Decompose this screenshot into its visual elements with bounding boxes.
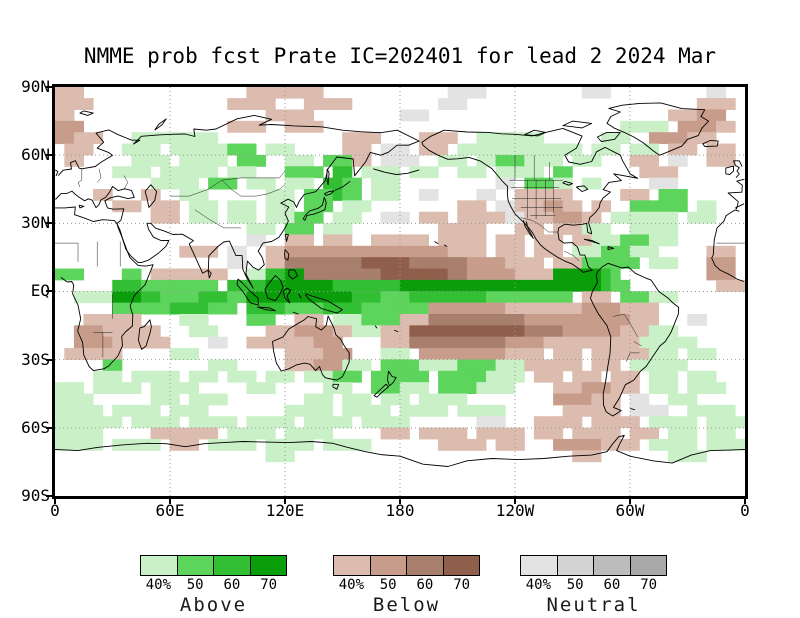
lat-label-30n: 30N bbox=[21, 213, 50, 232]
legend-above-ticks: 40% 50 60 70 bbox=[140, 578, 287, 592]
lat-label-30s: 30S bbox=[21, 350, 50, 369]
lon-label-120w: 120W bbox=[495, 501, 535, 520]
legend-neutral-seg-60 bbox=[593, 556, 630, 575]
legend-neutral-name: Neutral bbox=[546, 594, 641, 616]
legend-below-seg-40 bbox=[334, 556, 370, 575]
lat-tick bbox=[46, 495, 52, 497]
legend-tick-label: 70 bbox=[453, 577, 471, 593]
legend-tick-label: 60 bbox=[416, 577, 434, 593]
legend-above-name: Above bbox=[179, 594, 248, 616]
lon-label-0e: 0 bbox=[740, 501, 750, 520]
lat-tick bbox=[46, 222, 52, 224]
legend-neutral-bar bbox=[520, 555, 667, 576]
lat-tick bbox=[46, 290, 52, 292]
lat-tick bbox=[46, 427, 52, 429]
world-map-frame bbox=[52, 84, 748, 499]
legend-neutral-seg-40 bbox=[521, 556, 557, 575]
lon-label-180: 180 bbox=[385, 501, 415, 520]
lon-tick bbox=[514, 499, 516, 504]
legend-tick-label: 60 bbox=[603, 577, 621, 593]
lon-tick bbox=[744, 499, 746, 504]
legend-above-seg-50 bbox=[176, 556, 213, 575]
lon-tick bbox=[399, 499, 401, 504]
legend-tick-label: 40% bbox=[525, 577, 552, 593]
legend-below-name: Below bbox=[372, 594, 441, 616]
legend-above-seg-40 bbox=[141, 556, 177, 575]
legend-above-bar bbox=[140, 555, 287, 576]
lon-label-60w: 60W bbox=[615, 501, 645, 520]
legend-tick-label: 50 bbox=[379, 577, 397, 593]
lon-tick bbox=[284, 499, 286, 504]
world-map bbox=[55, 87, 745, 496]
lat-tick bbox=[46, 86, 52, 88]
legend-tick-label: 70 bbox=[640, 577, 658, 593]
legend-below-seg-70 bbox=[442, 556, 479, 575]
page-title: NMME prob fcst Prate IC=202401 for lead … bbox=[83, 44, 717, 68]
lon-label-0w: 0 bbox=[50, 501, 60, 520]
lat-tick bbox=[46, 359, 52, 361]
lon-label-120e: 120E bbox=[265, 501, 305, 520]
legend-below-seg-60 bbox=[406, 556, 443, 575]
legend-tick-label: 60 bbox=[223, 577, 241, 593]
legend-above-seg-60 bbox=[213, 556, 250, 575]
lat-tick bbox=[46, 154, 52, 156]
legend-below: 40% 50 60 70 Below bbox=[333, 555, 480, 616]
legend-neutral-seg-70 bbox=[629, 556, 666, 575]
legend-tick-label: 40% bbox=[338, 577, 365, 593]
legend-tick-label: 40% bbox=[145, 577, 172, 593]
lat-label-90n: 90N bbox=[21, 77, 50, 96]
lat-label-90s: 90S bbox=[21, 486, 50, 505]
lat-label-eq: EQ bbox=[30, 281, 50, 300]
lon-tick bbox=[629, 499, 631, 504]
legend-neutral-ticks: 40% 50 60 70 bbox=[520, 578, 667, 592]
lon-tick bbox=[54, 499, 56, 504]
lat-label-60n: 60N bbox=[21, 145, 50, 164]
legend-neutral-seg-50 bbox=[556, 556, 593, 575]
lon-label-60e: 60E bbox=[155, 501, 185, 520]
legend-tick-label: 50 bbox=[186, 577, 204, 593]
legend-tick-label: 70 bbox=[260, 577, 278, 593]
legend-neutral: 40% 50 60 70 Neutral bbox=[520, 555, 667, 616]
lat-label-60s: 60S bbox=[21, 418, 50, 437]
legend-above: 40% 50 60 70 Above bbox=[140, 555, 287, 616]
legend-below-seg-50 bbox=[369, 556, 406, 575]
legend-tick-label: 50 bbox=[566, 577, 584, 593]
legend-above-seg-70 bbox=[249, 556, 286, 575]
legend-below-ticks: 40% 50 60 70 bbox=[333, 578, 480, 592]
lon-tick bbox=[169, 499, 171, 504]
legend-below-bar bbox=[333, 555, 480, 576]
